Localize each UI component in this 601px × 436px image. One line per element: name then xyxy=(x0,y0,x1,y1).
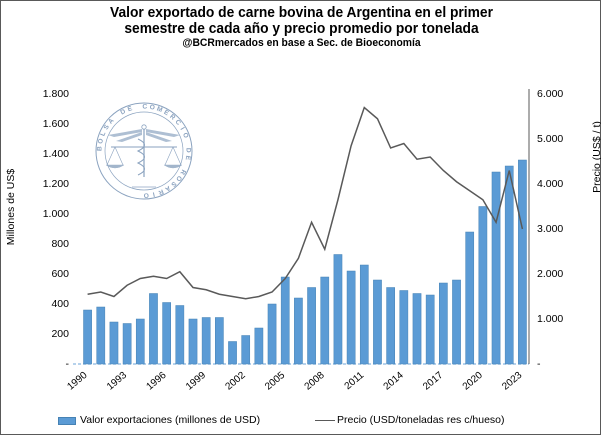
svg-text:5.000: 5.000 xyxy=(537,133,563,145)
svg-text:3.000: 3.000 xyxy=(537,223,563,235)
svg-text:R: R xyxy=(157,187,164,195)
svg-text:I: I xyxy=(152,190,155,197)
svg-text:O: O xyxy=(149,104,155,112)
svg-text:1.400: 1.400 xyxy=(43,148,69,160)
svg-text:I: I xyxy=(178,126,185,131)
svg-text:C: C xyxy=(173,119,182,127)
svg-text:A: A xyxy=(163,184,171,193)
svg-text:4.000: 4.000 xyxy=(537,178,563,190)
svg-text:400: 400 xyxy=(51,298,69,310)
svg-text:M: M xyxy=(156,106,164,115)
svg-text:2017: 2017 xyxy=(421,370,445,393)
svg-text:O: O xyxy=(174,174,183,182)
svg-text:1990: 1990 xyxy=(65,370,89,393)
svg-text:2020: 2020 xyxy=(461,370,485,393)
svg-text:1993: 1993 xyxy=(105,370,129,393)
svg-text:C: C xyxy=(142,103,147,110)
svg-text:1999: 1999 xyxy=(184,370,208,393)
svg-text:1.000: 1.000 xyxy=(537,313,563,325)
svg-text:2011: 2011 xyxy=(343,370,367,393)
svg-text:-: - xyxy=(66,358,70,370)
svg-text:B: B xyxy=(96,146,103,151)
svg-text:800: 800 xyxy=(51,238,69,250)
svg-text:D: D xyxy=(184,148,191,153)
svg-text:2005: 2005 xyxy=(263,370,287,393)
svg-text:2002: 2002 xyxy=(224,370,248,393)
svg-text:-: - xyxy=(537,358,541,370)
svg-text:2.000: 2.000 xyxy=(537,268,563,280)
svg-text:200: 200 xyxy=(51,328,69,340)
svg-text:1.800: 1.800 xyxy=(43,88,69,100)
svg-text:L: L xyxy=(99,131,107,137)
svg-text:2023: 2023 xyxy=(500,370,524,393)
svg-text:1.200: 1.200 xyxy=(43,178,69,190)
svg-text:1.000: 1.000 xyxy=(43,208,69,220)
svg-text:O: O xyxy=(97,138,105,145)
svg-text:6.000: 6.000 xyxy=(537,88,563,100)
svg-text:E: E xyxy=(184,155,192,161)
svg-text:O: O xyxy=(144,191,149,198)
svg-text:1.600: 1.600 xyxy=(43,118,69,130)
svg-text:D: D xyxy=(119,108,127,117)
svg-text:1996: 1996 xyxy=(144,370,168,393)
svg-text:2014: 2014 xyxy=(382,370,406,393)
svg-text:E: E xyxy=(127,105,134,113)
svg-text:O: O xyxy=(181,132,189,139)
svg-text:600: 600 xyxy=(51,268,69,280)
svg-text:A: A xyxy=(107,117,116,125)
svg-text:2008: 2008 xyxy=(303,370,327,393)
